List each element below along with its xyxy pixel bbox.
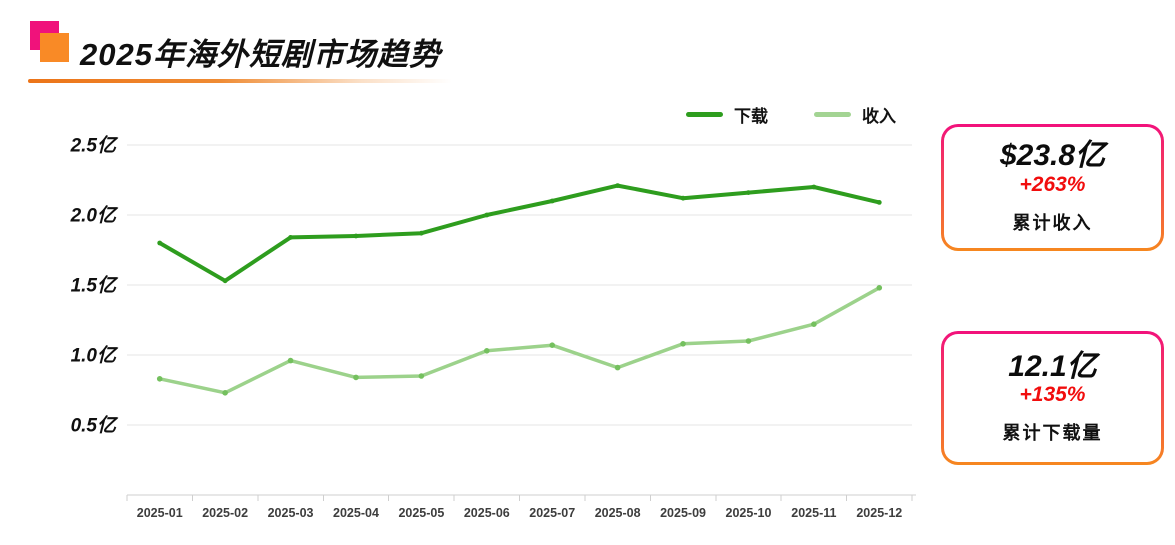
revenue-point[interactable] [483,348,490,354]
revenue-line-swatch [814,112,851,117]
legend-label-downloads: 下载 [734,107,768,126]
cumulative-revenue-card-inner: $23.8亿 +263% 累计收入 [944,127,1161,248]
orange-square-icon [40,33,69,62]
downloads-point[interactable] [680,195,686,201]
downloads-point[interactable] [484,212,490,218]
downloads-point[interactable] [811,184,817,190]
x-axis-tick-label: 2025-10 [726,506,772,520]
x-axis-tick-label: 2025-09 [660,506,706,520]
x-axis-tick-label: 2025-12 [856,506,902,520]
y-axis-tick-label: 1.0亿 [71,345,119,367]
y-axis-tick-label: 2.5亿 [70,135,119,157]
downloads-line[interactable] [157,183,882,283]
legend-item-downloads[interactable]: 下载 [686,102,768,127]
cumulative-downloads-card-inner: 12.1亿 +135% 累计下载量 [944,334,1161,462]
downloads-point[interactable] [353,233,359,239]
revenue-point[interactable] [680,341,686,347]
downloads-point[interactable] [876,200,882,205]
x-axis-tick-label: 2025-03 [268,506,314,520]
downloads-line-swatch [686,112,723,117]
downloads-point[interactable] [549,198,555,204]
chart-legend: 下载 收入 [686,102,896,127]
revenue-total-value: $23.8亿 [999,139,1106,173]
x-axis-tick-label: 2025-05 [398,506,444,520]
title-icon [0,0,70,64]
downloads-point[interactable] [615,183,621,189]
x-axis-tick-label: 2025-04 [333,506,379,520]
title-underline [28,79,452,83]
downloads-point[interactable] [746,190,751,196]
x-axis-tick-label: 2025-02 [202,506,248,520]
x-axis-tick-label: 2025-08 [595,506,641,520]
revenue-point[interactable] [745,338,752,344]
revenue-point[interactable] [549,342,556,349]
revenue-point[interactable] [156,376,163,382]
revenue-point[interactable] [287,357,294,364]
revenue-point[interactable] [614,364,621,371]
revenue-point[interactable] [811,321,817,328]
legend-label-revenue: 收入 [862,107,896,126]
x-axis-tick-label: 2025-06 [464,506,510,520]
downloads-point[interactable] [288,235,293,240]
revenue-card-label: 累计收入 [1012,212,1093,233]
revenue-change-badge: +263% [1019,172,1086,196]
downloads-change-badge: +135% [1019,383,1086,407]
revenue-point[interactable] [876,285,883,291]
revenue-point[interactable] [222,390,228,396]
y-axis-tick-label: 1.5亿 [71,275,119,297]
page-title: 2025年海外短剧市场趋势 [80,37,441,72]
downloads-point[interactable] [157,240,163,246]
downloads-point[interactable] [222,278,228,284]
downloads-point[interactable] [418,230,424,236]
revenue-point[interactable] [353,374,359,381]
revenue-point[interactable] [418,373,425,379]
downloads-card-label: 累计下载量 [1002,423,1103,444]
cumulative-downloads-card: 12.1亿 +135% 累计下载量 [941,331,1164,465]
x-axis-tick-label: 2025-11 [791,506,836,520]
revenue-line[interactable] [157,286,882,395]
x-axis-tick-label: 2025-07 [529,506,575,520]
downloads-total-value: 12.1亿 [1008,349,1097,383]
cumulative-revenue-card: $23.8亿 +263% 累计收入 [941,124,1164,251]
legend-item-revenue[interactable]: 收入 [814,102,896,127]
y-axis-tick-label: 2.0亿 [70,205,119,227]
y-axis-tick-label: 0.5亿 [71,415,119,437]
x-axis-tick-label: 2025-01 [137,506,183,520]
